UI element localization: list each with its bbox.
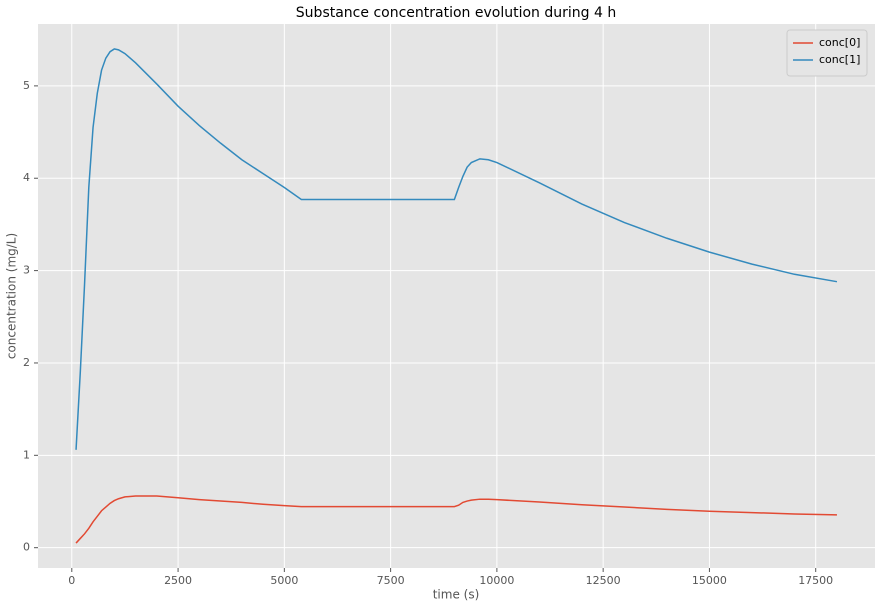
y-tick-label: 5 <box>23 79 30 92</box>
x-tick-label: 5000 <box>270 574 298 587</box>
legend-label: conc[0] <box>819 36 860 49</box>
legend-box <box>786 29 868 77</box>
plot-area <box>38 24 875 568</box>
line-series <box>75 48 838 450</box>
x-tick-label: 12500 <box>586 574 621 587</box>
y-axis-label: concentration (mg/L) <box>5 233 19 359</box>
x-axis-label: time (s) <box>433 588 480 602</box>
x-tick-label: 10000 <box>479 574 514 587</box>
y-tick-label: 3 <box>23 264 30 277</box>
x-tick-label: 0 <box>68 574 75 587</box>
chart-title: Substance concentration evolution during… <box>296 5 616 21</box>
x-tick-label: 15000 <box>692 574 727 587</box>
x-tick-label: 2500 <box>164 574 192 587</box>
legend-label: conc[1] <box>819 53 860 66</box>
line-series <box>75 495 837 544</box>
x-tick-label: 7500 <box>377 574 405 587</box>
y-tick-label: 1 <box>23 448 30 461</box>
y-tick-label: 2 <box>23 356 30 369</box>
y-tick-label: 0 <box>23 541 30 554</box>
y-tick-label: 4 <box>23 171 30 184</box>
x-tick-label: 17500 <box>798 574 833 587</box>
